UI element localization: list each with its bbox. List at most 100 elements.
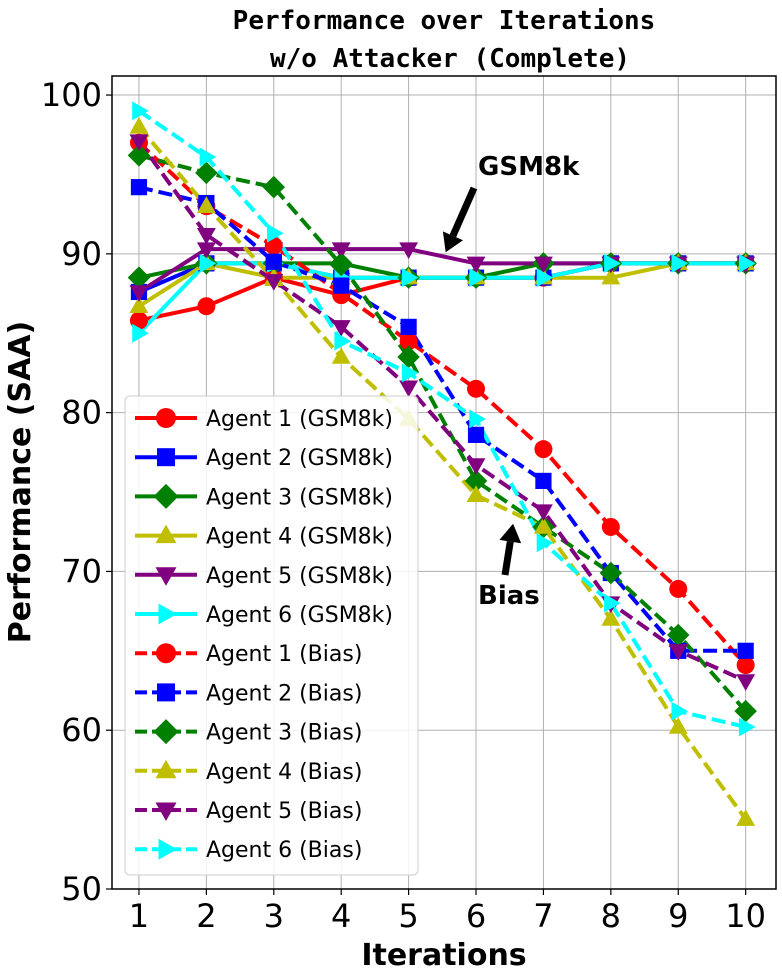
x-tick-label: 10 (725, 897, 766, 935)
marker-triangle-down (668, 644, 688, 661)
series-line-6 (137, 261, 746, 335)
marker-triangle-up (331, 347, 351, 364)
series-line-7 (137, 141, 748, 667)
marker-triangle-right (401, 363, 419, 383)
y-tick-label: 60 (61, 711, 102, 749)
series-line-4 (137, 261, 746, 308)
x-axis-ticks: 1 2 3 4 5 6 7 8 9 10 (129, 889, 766, 935)
marker-square (157, 683, 175, 702)
marker-circle (669, 579, 688, 598)
marker-circle (264, 236, 283, 255)
y-tick-label: 90 (61, 235, 102, 273)
marker-square (400, 318, 417, 335)
marker-triangle-down (129, 134, 149, 152)
marker-triangle-right (158, 838, 177, 860)
marker-triangle-up (533, 517, 553, 534)
y-axis-label: Performance (SAA) (3, 321, 38, 644)
marker-diamond (329, 253, 353, 277)
marker-circle (534, 440, 553, 459)
marker-triangle-right (469, 268, 486, 288)
marker-triangle-up (668, 717, 688, 734)
marker-diamond (667, 623, 690, 647)
marker-triangle-down (129, 285, 149, 302)
x-tick-label: 1 (129, 897, 149, 935)
legend-label: Agent 1 (GSM8k) (206, 407, 393, 432)
series-line-12 (137, 109, 747, 729)
y-axis-ticks: 50 60 70 80 90 100 (41, 76, 112, 908)
x-tick-label: 5 (398, 897, 418, 935)
marker-diamond (153, 483, 179, 509)
marker-diamond (734, 699, 757, 723)
legend-label: Agent 1 (Bias) (206, 642, 362, 667)
series-markers (127, 101, 757, 826)
legend-label: Agent 4 (Bias) (206, 760, 362, 785)
y-tick-label: 50 (61, 870, 102, 908)
marker-triangle-right (132, 101, 149, 121)
legend-label: Agent 4 (GSM8k) (206, 525, 393, 550)
marker-triangle-up (129, 116, 149, 134)
series-line-9 (138, 153, 748, 713)
marker-triangle-right (738, 717, 756, 737)
marker-triangle-down (155, 567, 177, 586)
marker-triangle-up (466, 485, 486, 502)
marker-triangle-down (736, 674, 756, 691)
marker-triangle-down (264, 274, 284, 291)
marker-diamond (153, 719, 179, 745)
marker-triangle-right (199, 253, 217, 273)
marker-triangle-down (155, 802, 177, 821)
series-line-10 (137, 125, 748, 821)
series-line-5 (137, 247, 746, 294)
x-tick-label: 3 (264, 897, 284, 935)
marker-triangle-down (466, 458, 486, 475)
annotation-arrow-head (499, 523, 522, 544)
annotation-label: Bias (478, 581, 540, 611)
marker-square (265, 253, 282, 270)
marker-square (535, 472, 552, 490)
marker-triangle-right (132, 323, 149, 343)
marker-triangle-right (671, 253, 689, 273)
marker-triangle-down (466, 256, 486, 274)
marker-triangle-down (399, 380, 419, 398)
marker-square (130, 179, 148, 196)
marker-triangle-down (331, 242, 351, 259)
marker-circle (399, 332, 418, 351)
legend: Agent 1 (GSM8k) Agent 2 (GSM8k) Agent 3 (G… (124, 395, 419, 876)
annotation-label: GSM8k (478, 152, 580, 182)
x-tick-label: 2 (196, 897, 216, 935)
marker-triangle-right (267, 223, 284, 243)
marker-circle (467, 379, 486, 398)
marker-triangle-up (155, 759, 177, 779)
series-line-3 (138, 261, 746, 280)
marker-circle (129, 311, 148, 330)
marker-circle (197, 297, 216, 316)
marker-triangle-down (533, 504, 553, 521)
legend-label: Agent 5 (GSM8k) (206, 564, 393, 589)
marker-triangle-down (533, 256, 553, 274)
x-tick-label: 9 (668, 897, 688, 935)
marker-circle (156, 408, 176, 428)
annotations: GSM8k Bias (442, 152, 580, 611)
marker-triangle-right (158, 603, 177, 625)
annotation-arrow-shaft (501, 541, 514, 576)
marker-square (333, 277, 350, 294)
x-tick-label: 7 (533, 897, 553, 935)
series-line-1 (138, 261, 746, 323)
y-tick-label: 80 (61, 394, 102, 432)
x-tick-label: 4 (331, 897, 351, 935)
marker-triangle-right (604, 253, 621, 273)
marker-circle (601, 517, 620, 536)
annotation-arrow-head (442, 231, 464, 253)
series-lines (137, 109, 748, 821)
x-axis-label: Iterations (361, 938, 526, 971)
x-tick-label: 8 (601, 897, 621, 935)
marker-triangle-right (671, 701, 689, 721)
series-line-11 (137, 139, 747, 683)
marker-triangle-down (331, 320, 351, 337)
legend-label: Agent 6 (Bias) (206, 838, 362, 863)
marker-diamond (464, 469, 488, 493)
marker-diamond (127, 144, 151, 167)
marker-triangle-right (469, 409, 486, 429)
marker-diamond (262, 175, 286, 199)
marker-diamond (599, 561, 623, 585)
